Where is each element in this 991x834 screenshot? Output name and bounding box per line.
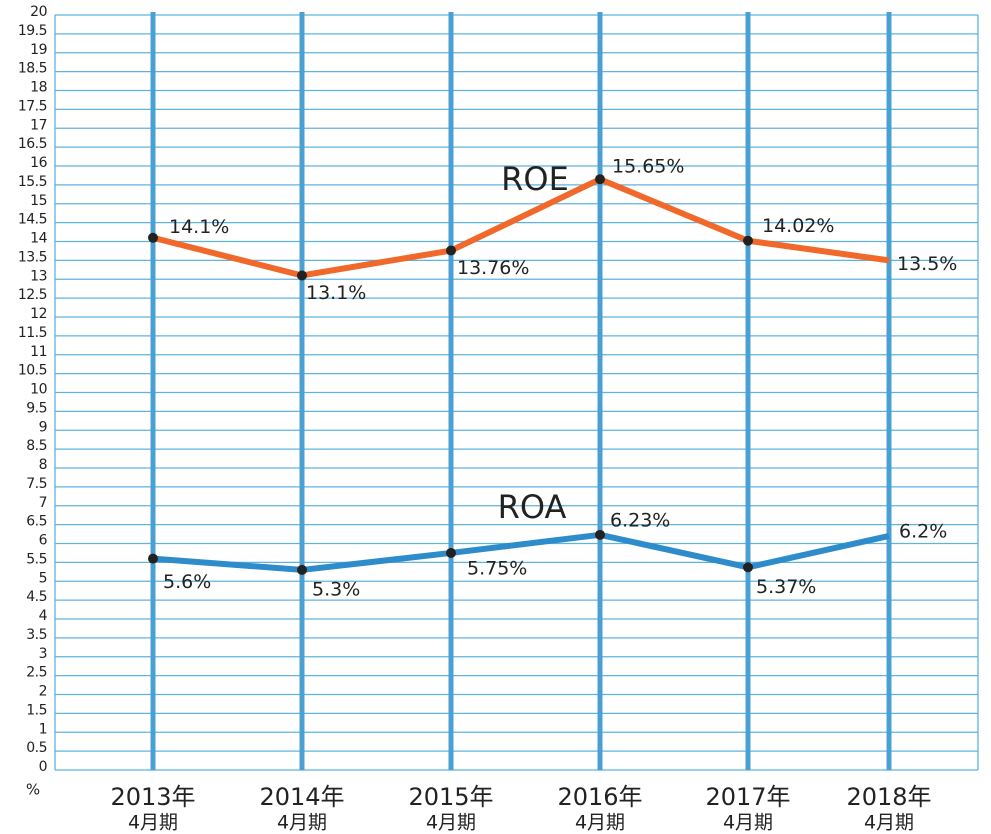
y-tick-label: 5.5 — [26, 551, 47, 567]
x-tick-label: 2015年 — [408, 783, 493, 811]
y-tick-label: 3.5 — [26, 627, 47, 643]
y-tick-label: 7 — [39, 495, 47, 511]
x-tick-label: 4月期 — [277, 812, 327, 834]
point — [743, 562, 753, 573]
x-tick-label: 4月期 — [723, 812, 773, 834]
y-tick-label: 1 — [39, 721, 47, 737]
y-tick-label: 13.5 — [18, 249, 47, 265]
y-tick-label: 14.5 — [18, 212, 47, 228]
y-tick-label: 15 — [30, 193, 47, 209]
series-label: ROE — [501, 160, 569, 198]
series-line — [152, 531, 890, 573]
y-tick-label: 8 — [39, 457, 47, 473]
point — [595, 174, 605, 185]
y-tick-label: 0.5 — [26, 740, 47, 756]
y-tick-label: 0 — [39, 759, 47, 775]
y-tick-label: 11.5 — [18, 325, 47, 341]
x-tick-label: 2014年 — [259, 783, 344, 811]
point — [595, 529, 605, 540]
point — [148, 553, 158, 564]
y-tick-label: 9.5 — [26, 400, 47, 416]
y-tick-label: 13 — [30, 268, 47, 284]
y-axis-label: % — [26, 781, 40, 799]
point — [743, 235, 753, 246]
y-tick-label: 19 — [30, 42, 47, 58]
y-tick-label: 15.5 — [18, 174, 47, 190]
y-tick-label: 10 — [30, 382, 47, 398]
value-label: 13.1% — [306, 282, 366, 304]
y-tick-label: 6 — [39, 533, 48, 549]
x-tick-label: 4月期 — [864, 812, 914, 834]
x-tick-label: 4月期 — [426, 812, 476, 834]
y-tick-label: 5 — [39, 570, 47, 586]
y-tick-label: 9 — [39, 419, 47, 435]
y-tick-label: 19.5 — [18, 23, 47, 39]
point — [446, 245, 456, 256]
y-tick-label: 4.5 — [26, 589, 47, 605]
y-tick-label: 18.5 — [18, 61, 47, 77]
y-tick-label: 20 — [30, 4, 47, 20]
y-tick-label: 10.5 — [18, 363, 47, 379]
y-tick-label: 2.5 — [26, 665, 47, 681]
value-label: 5.37% — [756, 576, 816, 598]
point — [148, 232, 158, 243]
y-tick-label: 4 — [39, 608, 48, 624]
value-label: 5.6% — [163, 571, 211, 593]
y-tick-label: 16 — [30, 155, 47, 171]
value-label: 13.76% — [457, 257, 529, 279]
x-tick-label: 2013年 — [110, 783, 195, 811]
y-tick-label: 8.5 — [26, 438, 47, 454]
x-tick-label: 4月期 — [575, 812, 625, 834]
y-tick-label: 16.5 — [18, 136, 47, 152]
y-tick-label: 12.5 — [18, 287, 47, 303]
x-tick-label: 2016年 — [557, 783, 642, 811]
value-label: 14.02% — [762, 215, 834, 237]
y-tick-label: 14 — [30, 231, 47, 247]
y-tick-label: 12 — [30, 306, 47, 322]
point — [446, 547, 456, 558]
value-label: 5.3% — [312, 578, 360, 600]
value-label: 14.1% — [169, 216, 229, 238]
y-tick-label: 18 — [30, 80, 47, 96]
y-tick-label: 17.5 — [18, 98, 47, 114]
y-tick-label: 2 — [39, 684, 47, 700]
series-line — [152, 176, 890, 279]
x-tick-label: 2017年 — [705, 783, 790, 811]
x-tick-label: 2018年 — [846, 783, 931, 811]
value-label: 6.23% — [610, 509, 670, 531]
y-tick-label: 11 — [30, 344, 47, 360]
y-tick-label: 7.5 — [26, 476, 47, 492]
value-label: 15.65% — [612, 156, 684, 178]
value-label: 13.5% — [897, 253, 957, 275]
x-tick-label: 4月期 — [128, 812, 178, 834]
point — [297, 270, 307, 281]
value-label: 5.75% — [467, 557, 527, 579]
y-tick-label: 3 — [39, 646, 47, 662]
series-label: ROA — [498, 488, 567, 526]
y-tick-label: 6.5 — [26, 514, 47, 530]
value-label: 6.2% — [899, 520, 947, 542]
y-tick-label: 1.5 — [26, 702, 47, 718]
point — [297, 564, 307, 575]
y-tick-label: 17 — [30, 117, 47, 133]
